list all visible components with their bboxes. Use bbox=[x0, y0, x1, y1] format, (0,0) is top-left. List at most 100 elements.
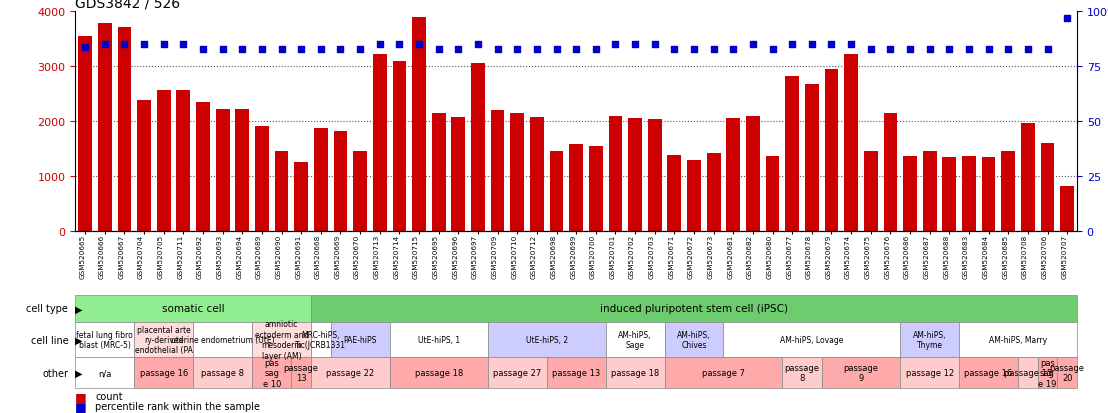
Point bbox=[194, 46, 212, 53]
Bar bbox=[962, 157, 976, 231]
Text: ■: ■ bbox=[75, 400, 88, 413]
Bar bbox=[530, 117, 544, 231]
Point bbox=[666, 46, 684, 53]
Bar bbox=[1002, 152, 1015, 231]
Bar bbox=[903, 156, 917, 231]
Bar bbox=[806, 85, 819, 231]
Bar bbox=[589, 147, 603, 231]
Point bbox=[725, 46, 742, 53]
Bar bbox=[667, 156, 681, 231]
Text: somatic cell: somatic cell bbox=[162, 304, 225, 314]
Bar bbox=[137, 101, 151, 231]
Bar bbox=[471, 64, 485, 231]
Point bbox=[606, 42, 624, 49]
Bar bbox=[117, 28, 132, 231]
Bar bbox=[235, 109, 249, 231]
Bar bbox=[707, 154, 720, 231]
Point bbox=[901, 46, 919, 53]
Bar bbox=[196, 103, 209, 231]
Point bbox=[351, 46, 369, 53]
Text: percentile rank within the sample: percentile rank within the sample bbox=[95, 401, 260, 411]
Point bbox=[293, 46, 310, 53]
Point bbox=[96, 42, 114, 49]
Bar bbox=[648, 120, 661, 231]
Bar bbox=[628, 119, 642, 231]
Bar bbox=[687, 160, 701, 231]
Point bbox=[783, 42, 801, 49]
Point bbox=[76, 44, 94, 51]
Point bbox=[705, 46, 722, 53]
Point bbox=[529, 46, 546, 53]
Text: MRC-hiPS,
Tic(JCRB1331: MRC-hiPS, Tic(JCRB1331 bbox=[296, 330, 347, 349]
Bar bbox=[511, 114, 524, 231]
Point bbox=[822, 42, 840, 49]
Point bbox=[646, 42, 664, 49]
Bar bbox=[844, 55, 858, 231]
Point bbox=[450, 46, 468, 53]
Bar bbox=[216, 109, 229, 231]
Text: ▶: ▶ bbox=[75, 304, 83, 314]
Bar bbox=[275, 152, 288, 231]
Bar bbox=[550, 152, 563, 231]
Text: other: other bbox=[42, 368, 69, 378]
Bar bbox=[727, 119, 740, 231]
Text: cell type: cell type bbox=[27, 304, 69, 314]
Point bbox=[763, 46, 781, 53]
Bar bbox=[491, 111, 504, 231]
Bar bbox=[864, 152, 878, 231]
Point bbox=[862, 46, 880, 53]
Bar bbox=[786, 77, 799, 231]
Point bbox=[961, 46, 978, 53]
Bar bbox=[746, 116, 760, 231]
Point bbox=[979, 46, 997, 53]
Bar bbox=[923, 152, 936, 231]
Point bbox=[999, 46, 1017, 53]
Point bbox=[567, 46, 585, 53]
Text: passage 27: passage 27 bbox=[493, 368, 542, 377]
Point bbox=[921, 46, 938, 53]
Text: fetal lung fibro
blast (MRC-5): fetal lung fibro blast (MRC-5) bbox=[76, 330, 133, 349]
Text: AM-hiPS,
Thyme: AM-hiPS, Thyme bbox=[913, 330, 946, 349]
Point bbox=[803, 42, 821, 49]
Text: passage
8: passage 8 bbox=[784, 363, 820, 382]
Bar bbox=[451, 117, 465, 231]
Text: passage 16: passage 16 bbox=[964, 368, 1013, 377]
Text: induced pluripotent stem cell (iPSC): induced pluripotent stem cell (iPSC) bbox=[601, 304, 788, 314]
Point bbox=[410, 42, 428, 49]
Point bbox=[430, 46, 448, 53]
Text: count: count bbox=[95, 391, 123, 401]
Bar bbox=[373, 55, 387, 231]
Text: AM-hiPS,
Chives: AM-hiPS, Chives bbox=[677, 330, 710, 349]
Text: passage
13: passage 13 bbox=[284, 363, 319, 382]
Bar bbox=[1040, 143, 1055, 231]
Point bbox=[1058, 16, 1076, 22]
Point bbox=[1038, 46, 1056, 53]
Text: pas
sag
e 10: pas sag e 10 bbox=[263, 358, 281, 387]
Text: uterine endometrium (UtE): uterine endometrium (UtE) bbox=[171, 335, 275, 344]
Point bbox=[371, 42, 389, 49]
Bar bbox=[334, 132, 347, 231]
Point bbox=[174, 42, 192, 49]
Text: passage 12: passage 12 bbox=[905, 368, 954, 377]
Text: passage 15: passage 15 bbox=[1004, 368, 1051, 377]
Text: UtE-hiPS, 2: UtE-hiPS, 2 bbox=[525, 335, 567, 344]
Text: ▶: ▶ bbox=[75, 335, 83, 345]
Text: passage 7: passage 7 bbox=[702, 368, 745, 377]
Point bbox=[312, 46, 330, 53]
Text: passage 22: passage 22 bbox=[326, 368, 375, 377]
Bar bbox=[608, 116, 623, 231]
Text: passage 8: passage 8 bbox=[202, 368, 244, 377]
Bar bbox=[1020, 124, 1035, 231]
Text: amniotic
ectoderm and
mesoderm
layer (AM): amniotic ectoderm and mesoderm layer (AM… bbox=[255, 320, 308, 360]
Bar bbox=[157, 91, 171, 231]
Text: PAE-hiPS: PAE-hiPS bbox=[343, 335, 377, 344]
Bar bbox=[255, 126, 269, 231]
Point bbox=[234, 46, 252, 53]
Text: passage
20: passage 20 bbox=[1049, 363, 1085, 382]
Point bbox=[135, 42, 153, 49]
Text: UtE-hiPS, 1: UtE-hiPS, 1 bbox=[418, 335, 460, 344]
Point bbox=[489, 46, 506, 53]
Bar bbox=[883, 114, 897, 231]
Point bbox=[390, 42, 408, 49]
Bar bbox=[982, 158, 995, 231]
